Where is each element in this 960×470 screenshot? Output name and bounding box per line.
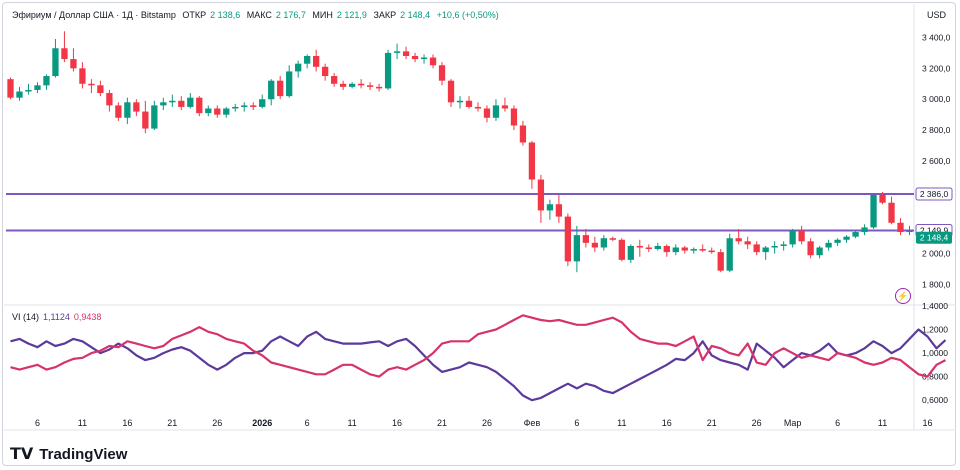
change-value: +10,6 (+0,50%) [436,10,499,20]
low-label: МИН [312,10,333,20]
open-label: ОТКР [182,10,207,20]
high-value: 2 176,7 [275,10,306,20]
brand-name: TradingView [39,445,128,463]
vi-minus-value: 0,9438 [73,312,102,322]
low-value: 2 121,9 [336,10,367,20]
close-value: 2 148,4 [400,10,431,20]
vi-legend[interactable]: VI (14) 1,1124 0,9438 [12,312,101,322]
open-value: 2 138,6 [210,10,241,20]
tv-logo-icon: 𝗧𝗩 [10,446,34,463]
tradingview-logo[interactable]: 𝗧𝗩 TradingView [10,444,127,464]
lightning-icon[interactable]: ⚡ [895,288,911,304]
vi-name: VI (14) [12,312,40,322]
vi-plus-value: 1,1124 [43,312,70,322]
close-label: ЗАКР [373,10,397,20]
symbol-header: Эфириум / Доллар США · 1Д · Bitstamp ОТК… [12,10,503,20]
symbol-title[interactable]: Эфириум / Доллар США · 1Д · Bitstamp [12,10,176,20]
high-label: МАКС [246,10,272,20]
currency-label[interactable]: USD [926,10,946,20]
